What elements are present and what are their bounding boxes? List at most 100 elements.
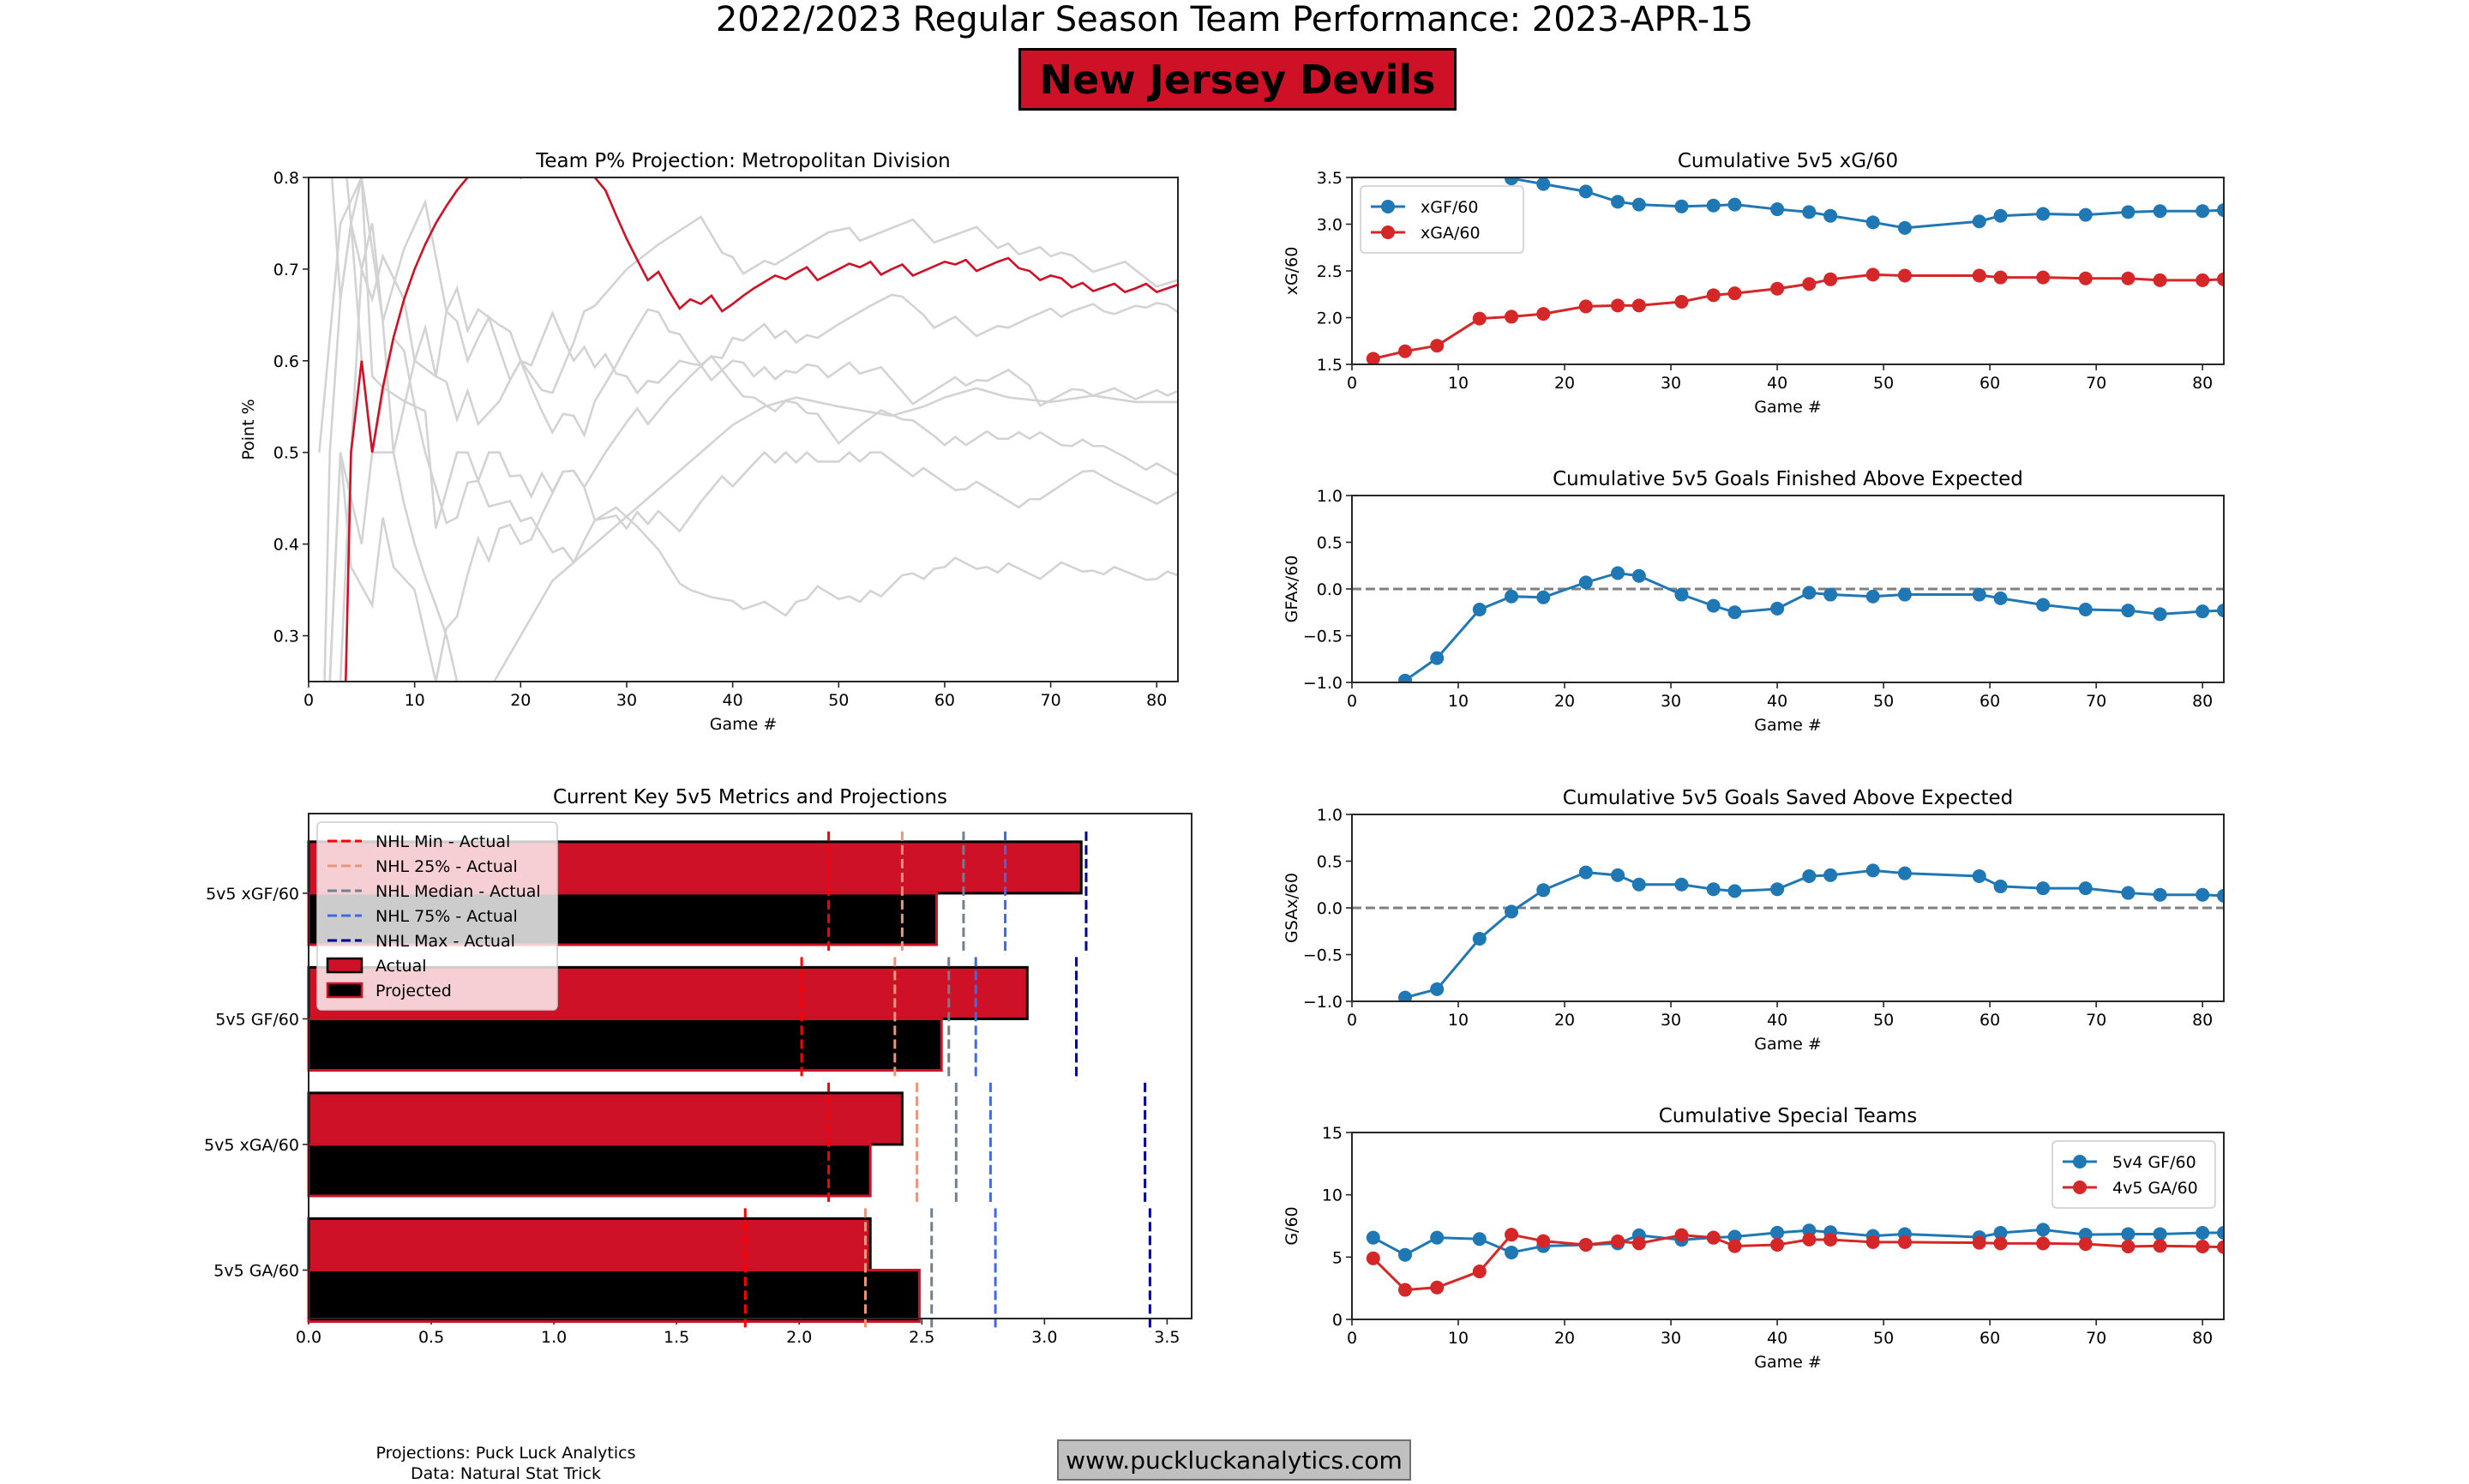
ppct-ylabel: Point % (239, 399, 258, 460)
bars-chart: Current Key 5v5 Metrics and Projections 0… (204, 786, 1192, 1347)
gsax-60-point (2121, 886, 2136, 900)
bars-xtick-label: 1.5 (664, 1328, 689, 1347)
xg-xtick-label: 20 (1554, 374, 1575, 393)
bars-xtick-label: 1.0 (541, 1328, 567, 1347)
special-xtick-label: 20 (1554, 1329, 1575, 1348)
special-xtick-label: 70 (2086, 1329, 2106, 1348)
special-xtick-label: 30 (1661, 1329, 1681, 1348)
gfax-60-point (1897, 587, 1912, 602)
bars-legend (316, 821, 558, 1011)
4v5-ga-60-point (1430, 1280, 1445, 1295)
xga-60-point (2153, 273, 2167, 287)
gfax-xtick-label: 10 (1448, 692, 1469, 711)
xg-xtick-label: 50 (1873, 374, 1894, 393)
special-legend-label: 4v5 GA/60 (2112, 1179, 2198, 1198)
4v5-ga-60-point (1706, 1230, 1721, 1245)
bars-category-label: 5v5 xGF/60 (206, 885, 299, 904)
xgf-60-point (2078, 207, 2093, 222)
special-plot-area (1366, 1223, 2224, 1297)
special-legend-marker (2073, 1181, 2087, 1194)
ppct-xlabel: Game # (710, 715, 778, 734)
gfax-60-point (1430, 651, 1445, 665)
gsax-60-point (1865, 863, 1880, 878)
gsax-60-point (1611, 868, 1625, 882)
special-ytick-label: 5 (1332, 1248, 1343, 1267)
4v5-ga-60-point (1972, 1235, 1986, 1250)
special-ytick-label: 0 (1332, 1311, 1343, 1330)
ppct-title: Team P% Projection: Metropolitan Divisio… (535, 150, 951, 172)
4v5-ga-60-point (2036, 1236, 2051, 1251)
ppct-ytick-label: 0.4 (273, 536, 299, 555)
xga-60-point (1706, 288, 1721, 303)
xgf-60-point (1611, 195, 1625, 209)
gfax-axes-frame (1351, 495, 2225, 683)
4v5-ga-60-point (2078, 1237, 2093, 1252)
gsax-60-point (2153, 887, 2167, 902)
gsax-xtick-label: 10 (1448, 1011, 1469, 1030)
bars-legend-label: NHL 25% - Actual (375, 857, 518, 876)
xgf-60-point (1536, 177, 1551, 191)
gfax-xtick-label: 50 (1873, 692, 1894, 711)
xga-60-point (2078, 271, 2093, 285)
ppct-chart: Team P% Projection: Metropolitan Divisio… (239, 150, 1179, 734)
gsax-60-point (1706, 882, 1721, 897)
xg-title: Cumulative 5v5 xG/60 (1678, 150, 1898, 172)
4v5-ga-60-point (1536, 1234, 1551, 1248)
gsax-60-point (1823, 868, 1838, 882)
gfax-60-point (1972, 587, 1986, 602)
bars-legend-label: NHL Min - Actual (375, 832, 510, 851)
special-xlabel: Game # (1754, 1353, 1822, 1372)
gsax-xtick-label: 80 (2192, 1011, 2213, 1030)
gsax-60-point (2078, 881, 2093, 896)
xga-60-point (1802, 277, 1817, 291)
xg-axes-frame (1351, 177, 2225, 365)
special-xtick-label: 40 (1767, 1329, 1787, 1348)
gfax-xtick-label: 30 (1661, 692, 1681, 711)
gsax-60-point (1802, 868, 1817, 883)
gsax-60-point (2036, 881, 2051, 896)
xgf-60-point (2153, 204, 2167, 219)
xg-plot-area (1366, 177, 2224, 364)
gfax-60-point (1505, 589, 1519, 604)
division-team-line (339, 253, 1178, 682)
team-name-badge: New Jersey Devils (1018, 48, 1457, 111)
ppct-ytick-label: 0.6 (273, 352, 299, 371)
division-team-line (328, 335, 1178, 682)
xga-60-point (1993, 270, 2008, 285)
4v5-ga-60-point (1770, 1237, 1785, 1252)
projected-bar (307, 1017, 943, 1072)
xgf-60-point (2036, 207, 2051, 221)
gsax-ytick-label: −0.5 (1303, 946, 1343, 965)
xga-60-point (2217, 272, 2224, 286)
bars-xtick-label: 2.0 (786, 1328, 812, 1347)
5v4-gf-60-point (2217, 1225, 2224, 1240)
bars-axes-frame (308, 813, 1192, 1319)
xga-60-point (1865, 267, 1880, 282)
xgf-60-point (1706, 198, 1721, 213)
xg-xlabel: Game # (1754, 398, 1822, 417)
4v5-ga-60-point (1823, 1232, 1838, 1247)
actual-bar (307, 1217, 872, 1271)
gsax-60-point (1993, 879, 2008, 893)
special-xtick-label: 0 (1347, 1329, 1357, 1348)
ppct-plot-area (318, 177, 1178, 682)
xga-60-point (1770, 281, 1785, 296)
4v5-ga-60-point (1865, 1235, 1880, 1249)
4v5-ga-60-point (1727, 1239, 1742, 1253)
xg-ylabel: xG/60 (1283, 247, 1301, 296)
xg-xtick-label: 70 (2086, 374, 2106, 393)
xgf-60-point (1505, 177, 1519, 186)
4v5-ga-60-point (1505, 1228, 1519, 1242)
gfax-60-point (1865, 589, 1880, 604)
xgf-60-point (2121, 205, 2136, 219)
gfax-60-point (1993, 591, 2008, 605)
xgf-60-point (1993, 208, 2008, 223)
bars-category-label: 5v5 xGA/60 (204, 1136, 299, 1155)
xga-60-point (1472, 311, 1487, 326)
5v4-gf-60-point (1993, 1225, 2008, 1240)
xg-legend-label: xGF/60 (1421, 198, 1478, 217)
gfax-60-point (1727, 605, 1742, 620)
ppct-xtick-label: 70 (1041, 691, 1061, 710)
gfax-plot-area (1352, 566, 2224, 682)
gfax-xtick-label: 20 (1554, 692, 1575, 711)
